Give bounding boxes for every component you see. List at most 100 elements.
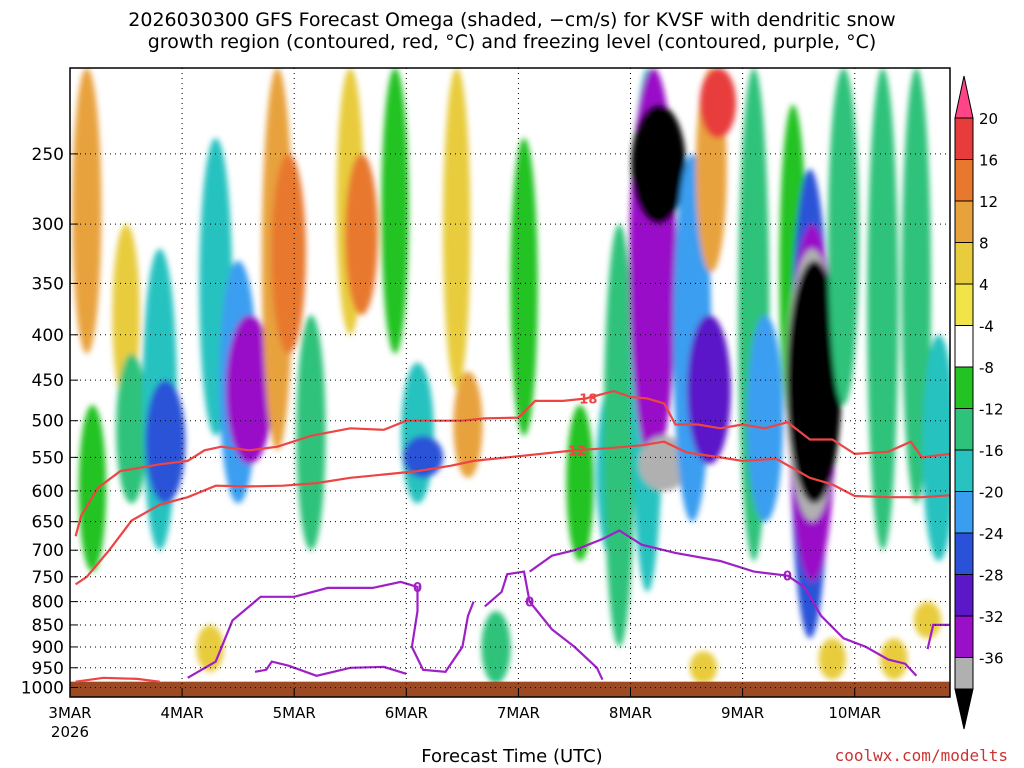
omega-cell	[345, 153, 378, 316]
colorbar-label: -16	[979, 442, 1004, 460]
omega-cell	[818, 638, 846, 680]
colorbar-segment	[954, 449, 974, 492]
omega-cell	[225, 315, 273, 465]
omega-cell	[880, 638, 908, 680]
contour-dgz-18	[74, 389, 950, 537]
y-tick-label: 550	[32, 448, 64, 468]
colorbar-label: -12	[979, 401, 1004, 419]
omega-cell	[72, 68, 102, 354]
omega-cell	[687, 315, 731, 465]
ground-surface	[70, 681, 950, 697]
y-tick-label: 850	[32, 616, 64, 636]
x-axis-title: Forecast Time (UTC)	[421, 746, 603, 767]
colorbar-label: -20	[979, 484, 1004, 502]
y-tick-label: 500	[32, 412, 64, 432]
omega-cell	[638, 435, 690, 491]
colorbar-label: -36	[979, 650, 1004, 668]
colorbar-segment	[954, 615, 974, 658]
colorbar-label: 4	[979, 276, 989, 294]
colorbar-label: -24	[979, 525, 1004, 543]
contour-freezing-a	[187, 580, 475, 679]
contour-label-dgz-12: -12	[563, 444, 587, 459]
omega-cell	[145, 380, 186, 504]
omega-cell	[510, 138, 538, 436]
chart-title-line1: 2026030300 GFS Forecast Omega (shaded, −…	[128, 9, 896, 31]
chart-title-line2: growth region (contoured, red, °C) and f…	[147, 31, 877, 53]
x-tick-label: 6MAR	[385, 704, 428, 722]
omega-cell	[271, 153, 306, 354]
x-tick-year-label: 2026	[51, 723, 89, 741]
omega-cell	[631, 104, 686, 225]
x-tick-label: 8MAR	[609, 704, 652, 722]
x-tick-label: 7MAR	[497, 704, 540, 722]
omega-cell	[453, 371, 483, 478]
x-tick-label: 4MAR	[161, 704, 204, 722]
omega-cell	[381, 68, 409, 354]
y-tick-label: 750	[32, 568, 64, 588]
omega-cell	[746, 315, 784, 522]
colorbar-label: 8	[979, 235, 989, 253]
colorbar-segment	[954, 159, 974, 202]
colorbar-label: -32	[979, 608, 1004, 626]
y-tick-label: 600	[32, 482, 64, 502]
colorbar-label: 12	[979, 193, 998, 211]
plot-frame	[69, 67, 951, 698]
credit-text: coolwx.com/modelts	[834, 746, 1008, 765]
x-tick-label: 9MAR	[721, 704, 764, 722]
x-tick-label: 10MAR	[828, 704, 881, 722]
colorbar-segment	[954, 657, 974, 690]
y-tick-label: 650	[32, 513, 64, 533]
colorbar-cap-top	[954, 75, 974, 119]
y-tick-label: 800	[32, 593, 64, 613]
colorbar-label: 16	[979, 152, 998, 170]
y-tick-label: 1000	[21, 678, 64, 698]
contour-label-freezing-c: 0	[783, 570, 792, 585]
colorbar-segment	[954, 283, 974, 326]
colorbar-segment	[954, 491, 974, 534]
y-tick-label: 950	[32, 659, 64, 679]
omega-cell	[699, 68, 737, 139]
y-tick-label: 250	[32, 145, 64, 165]
contour-dgz-12	[74, 440, 950, 586]
y-tick-label: 300	[32, 215, 64, 235]
colorbar-segment	[954, 117, 974, 160]
omega-cell	[566, 404, 594, 562]
colorbar-label: -8	[979, 359, 994, 377]
contour-freezing-e	[926, 623, 950, 650]
omega-cell	[828, 68, 860, 405]
colorbar-label: 20	[979, 110, 998, 128]
contour-freezing-c	[528, 529, 918, 677]
colorbar-segment	[954, 242, 974, 285]
colorbar-segment	[954, 408, 974, 451]
omega-cell	[116, 353, 148, 504]
omega-cell	[901, 68, 931, 504]
contour-label-freezing-b: 0	[525, 596, 534, 611]
contour-freezing-d	[254, 660, 407, 677]
colorbar-segment	[954, 325, 974, 368]
contour-freezing-b	[484, 570, 604, 681]
colorbar-segment	[954, 366, 974, 409]
y-tick-label: 450	[32, 371, 64, 391]
omega-cell	[296, 315, 326, 551]
colorbar-segment	[954, 532, 974, 575]
omega-cell	[922, 334, 950, 562]
omega-cell	[403, 435, 444, 478]
contour-label-freezing-a: 0	[413, 581, 422, 596]
colorbar-label: -4	[979, 318, 994, 336]
omega-cell	[867, 68, 899, 551]
y-tick-label: 700	[32, 541, 64, 561]
contour-label-dgz-18: -18	[574, 393, 598, 408]
y-tick-label: 400	[32, 326, 64, 346]
omega-cell	[78, 404, 107, 572]
y-tick-label: 350	[32, 274, 64, 294]
colorbar-segment	[954, 574, 974, 617]
omega-cell	[787, 260, 842, 504]
colorbar-label: -28	[979, 567, 1004, 585]
x-tick-label: 3MAR	[48, 704, 91, 722]
x-tick-label: 5MAR	[273, 704, 316, 722]
y-tick-label: 900	[32, 638, 64, 658]
omega-cell	[913, 601, 942, 639]
colorbar-cap-bottom	[954, 688, 974, 730]
contour-dgz-18-low	[75, 676, 160, 683]
